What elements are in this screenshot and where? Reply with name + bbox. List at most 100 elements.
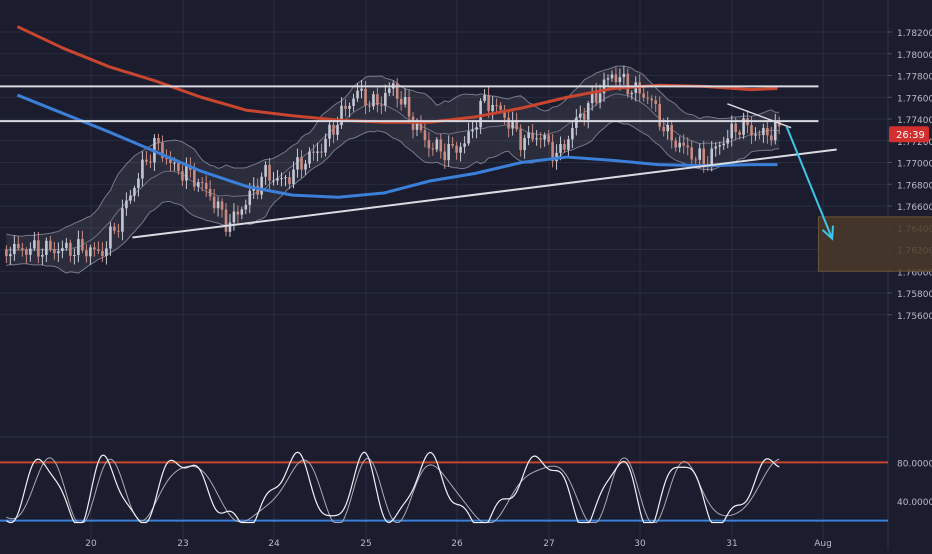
candle-body (563, 144, 566, 150)
candle-body (463, 143, 466, 147)
candle-body (316, 151, 319, 153)
candle-body (236, 211, 240, 215)
price-tick-label: 1.77600 (897, 94, 932, 104)
candle-body (61, 248, 64, 252)
candle-body (268, 164, 271, 181)
candle-body (642, 93, 645, 98)
candle-body (539, 138, 542, 140)
time-axis: 20 23 24 25 26 27 30 31 Aug (85, 539, 832, 549)
price-tick-label: 1.75600 (897, 312, 932, 322)
candle-body (618, 77, 622, 83)
candle-body (161, 142, 164, 158)
candle-body (403, 97, 407, 105)
candle-body (384, 92, 387, 106)
projection-arrow (785, 126, 834, 240)
candle-body (204, 182, 208, 189)
candle-body (41, 254, 44, 257)
candlestick-series (5, 65, 781, 266)
candle-body (284, 177, 287, 179)
candle-body (654, 100, 657, 104)
candle-body (21, 248, 24, 250)
candle-body (646, 97, 649, 99)
candle-body (137, 178, 140, 188)
candle-body (467, 131, 470, 144)
candle-body (622, 73, 626, 78)
candle-body (364, 88, 367, 106)
candle-body (169, 159, 172, 164)
candle-body (762, 127, 765, 136)
candle-body (531, 132, 534, 140)
candle-body (109, 226, 112, 249)
candle-body (451, 143, 454, 146)
candle-body (276, 178, 279, 181)
candle-body (81, 239, 84, 251)
price-tick-label: 1.77000 (897, 160, 932, 170)
oscillator-pane (0, 451, 888, 524)
candle-body (224, 209, 228, 232)
target-zone (817, 216, 932, 272)
candle-body (395, 83, 399, 99)
candle-body (344, 105, 347, 109)
candle-body (17, 243, 20, 249)
candle-body (415, 122, 419, 130)
time-tick-label: 20 (85, 539, 97, 549)
time-tick-label: 31 (726, 539, 737, 549)
oscillator-tick-label: 40.0000 (897, 498, 932, 508)
price-tick-label: 1.77200 (897, 138, 932, 148)
candle-body (212, 196, 216, 209)
time-tick-label: Aug (814, 539, 832, 549)
candle-body (372, 94, 375, 107)
candle-body (547, 135, 550, 143)
candle-body (53, 249, 56, 254)
candle-body (439, 139, 443, 152)
candle-body (272, 180, 275, 182)
candle-body (256, 185, 259, 195)
chart-drawings[interactable] (0, 85, 932, 272)
candle-body (196, 181, 200, 187)
candle-body (308, 151, 311, 164)
time-tick-label: 27 (543, 539, 554, 549)
ascending-trendline (132, 148, 837, 239)
candle-body (777, 122, 781, 127)
candle-body (125, 200, 128, 209)
candle-body (232, 211, 236, 223)
candle-body (710, 148, 714, 167)
candle-body (332, 124, 335, 135)
candle-body (5, 249, 8, 257)
candle-body (582, 113, 586, 120)
candle-body (336, 125, 339, 135)
candle-body (567, 139, 570, 150)
candle-body (459, 146, 462, 153)
candle-body (487, 95, 490, 112)
candle-body (348, 105, 351, 109)
candle-body (304, 163, 307, 170)
candle-body (650, 98, 653, 101)
candle-body (519, 129, 522, 151)
candle-body (141, 159, 144, 179)
candle-body (248, 190, 252, 205)
candle-body (435, 139, 439, 150)
candle-body (185, 165, 188, 181)
envelope-lower-line (6, 120, 780, 274)
candle-body (77, 239, 80, 256)
candle-body (678, 142, 681, 148)
candle-body (93, 247, 96, 250)
oscillator-tick-label: 80.0000 (897, 459, 932, 469)
candle-body (586, 103, 590, 120)
candle-body (443, 151, 447, 161)
candle-body (770, 135, 773, 141)
candle-body (471, 129, 474, 132)
candle-body (610, 74, 614, 79)
candle-body (260, 176, 263, 195)
candle-body (320, 151, 323, 153)
candle-body (13, 243, 16, 255)
candle-body (352, 98, 355, 106)
time-tick-label: 30 (634, 539, 646, 549)
candle-body (181, 171, 184, 181)
candle-body (674, 140, 677, 148)
envelope-mid-line (6, 93, 780, 251)
candle-body (29, 248, 32, 255)
candle-body (121, 208, 124, 232)
time-tick-label: 25 (360, 539, 371, 549)
